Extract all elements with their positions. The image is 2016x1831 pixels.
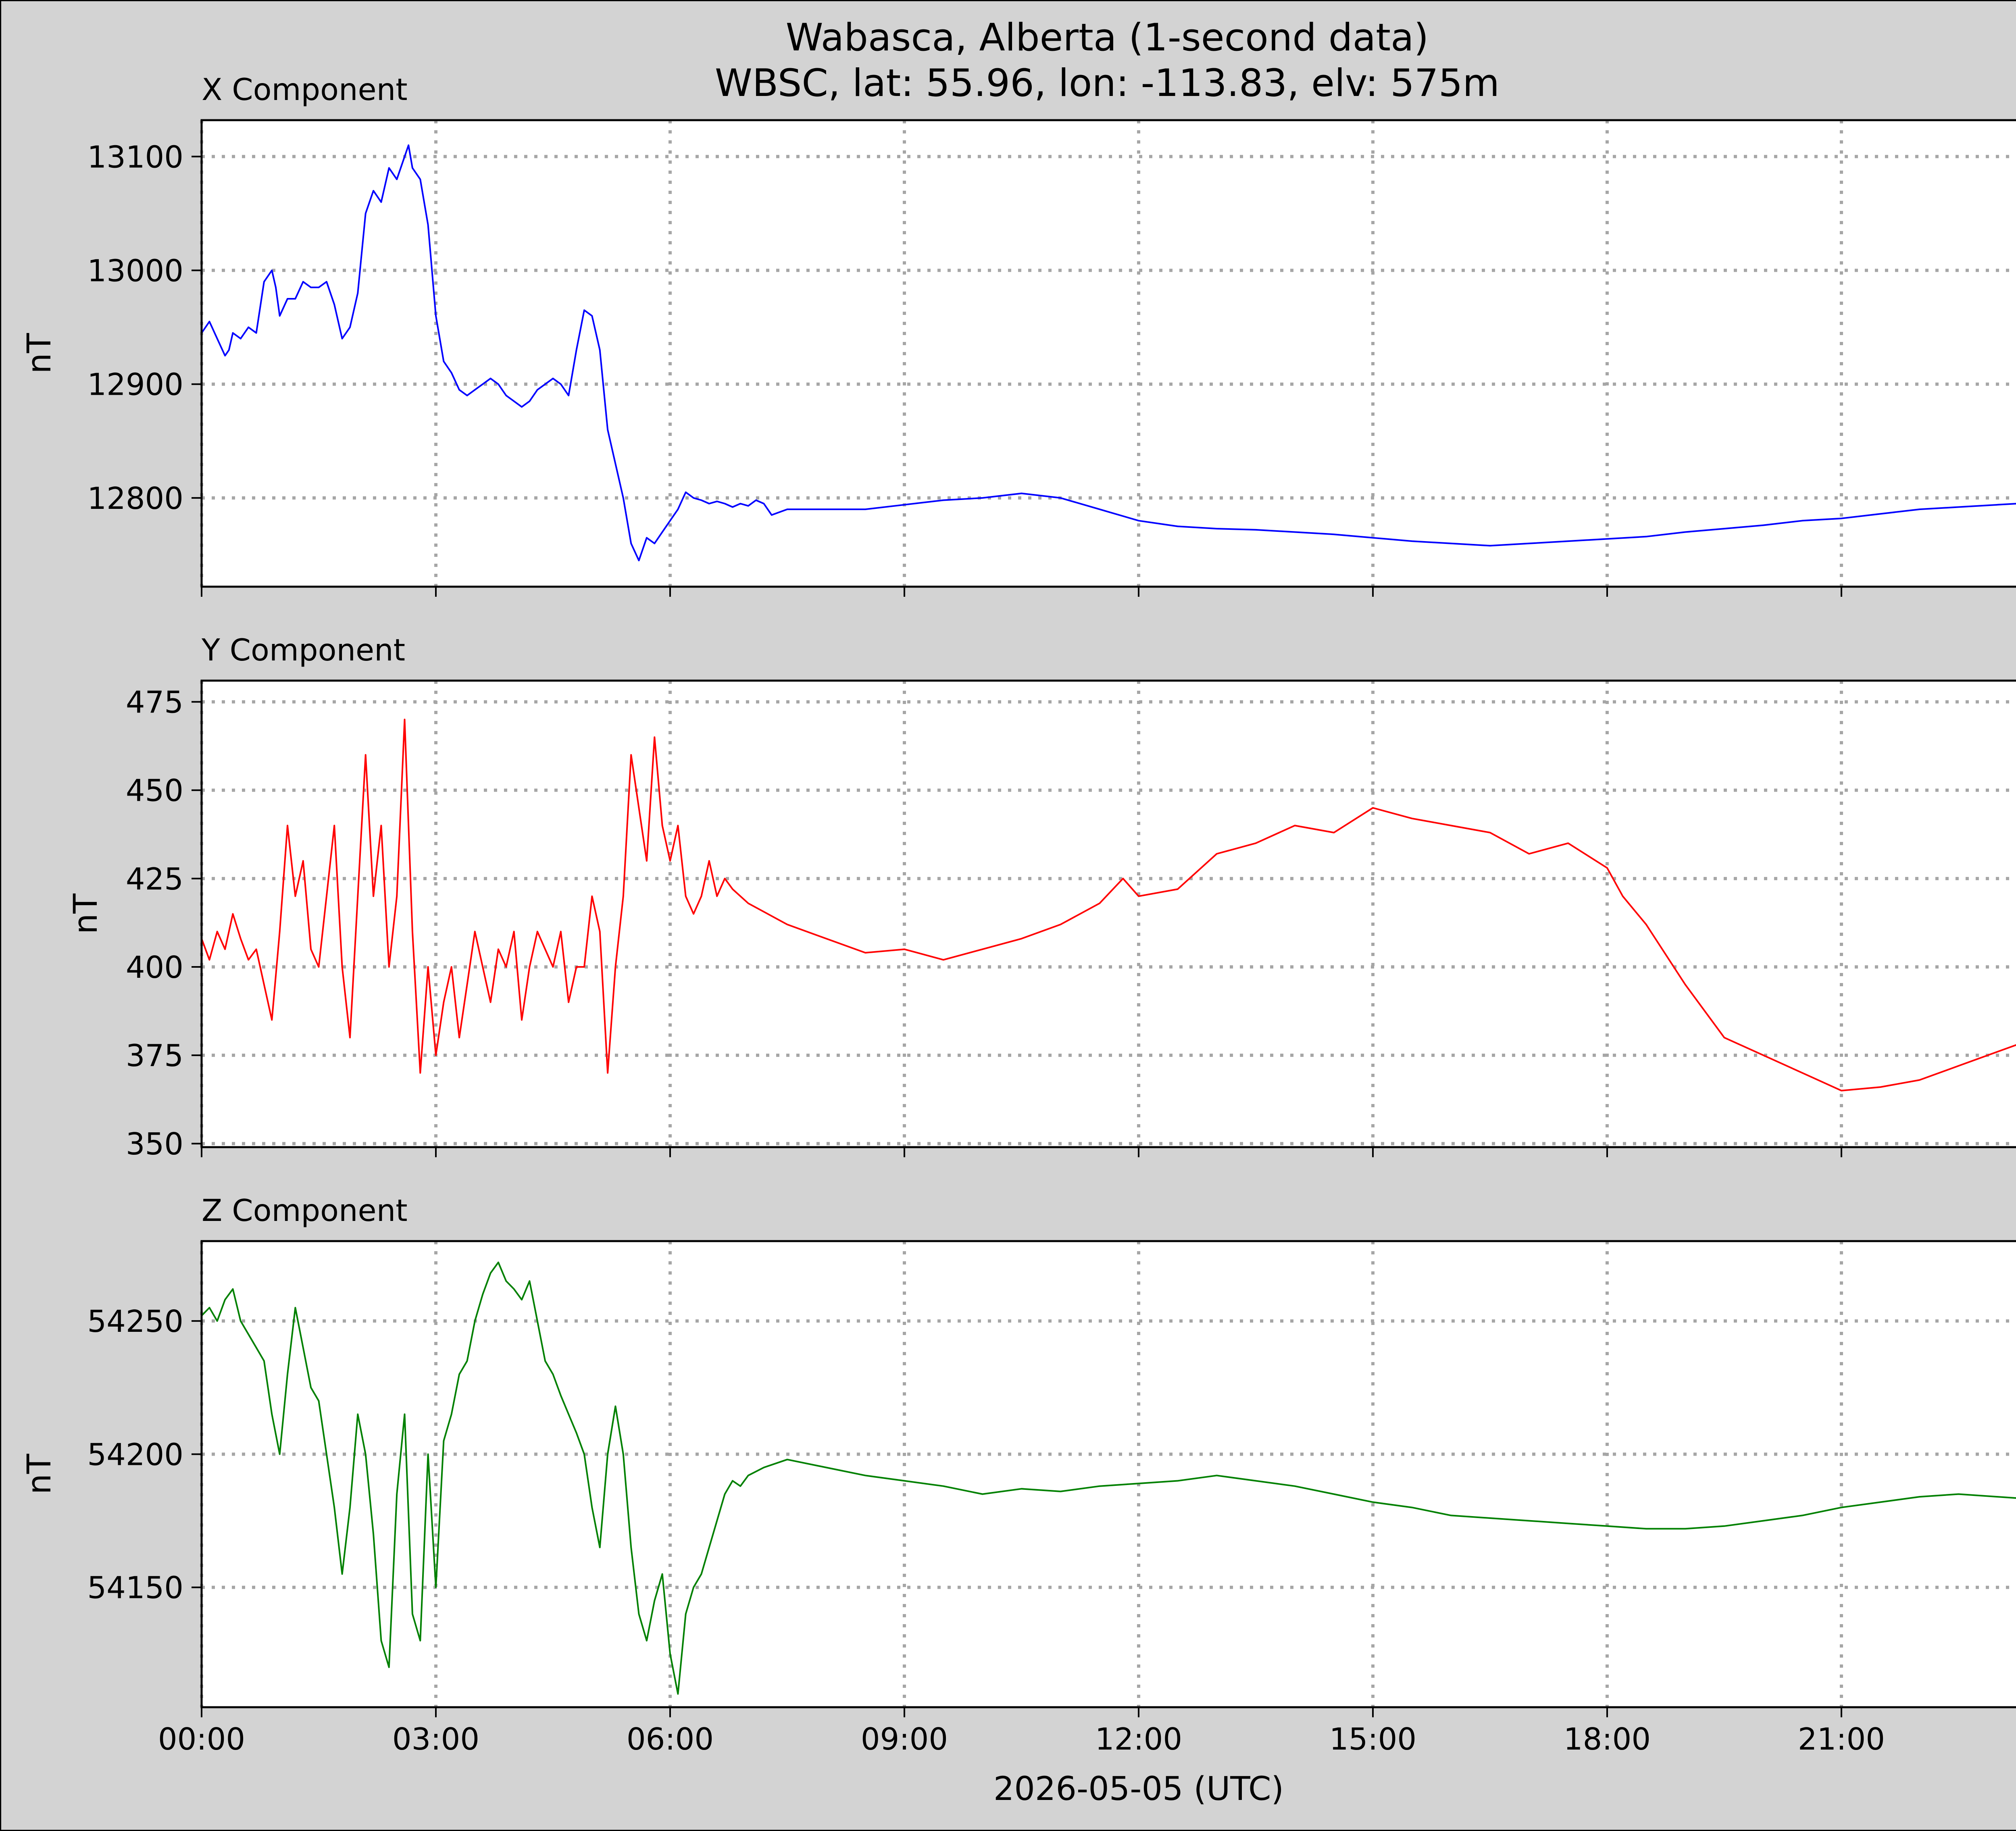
- figure-title-line1: Wabasca, Alberta (1-second data): [786, 16, 1429, 60]
- x-tick-label: 09:00: [861, 1721, 948, 1757]
- x-tick-label: 21:00: [1798, 1721, 1885, 1757]
- x-axis-label: 2026-05-05 (UTC): [993, 1770, 1284, 1808]
- y-tick-label: 425: [126, 861, 183, 897]
- plot-area: [202, 120, 2016, 587]
- x-tick-label: 15:00: [1329, 1721, 1416, 1757]
- panel-2: 54150 54200 54250 00:00 03:00 06:00 09:00 12:00…: [21, 1193, 2016, 1808]
- x-tick-label: 12:00: [1095, 1721, 1182, 1757]
- y-axis-label: nT: [21, 333, 58, 374]
- series-line: [201, 144, 2016, 562]
- y-tick-label: 54150: [87, 1570, 183, 1606]
- y-tick-label: 375: [126, 1038, 183, 1073]
- x-tick-label: 18:00: [1564, 1721, 1651, 1757]
- series-line: [201, 719, 2016, 1092]
- panel-title: Y Component: [201, 632, 405, 668]
- figure-title-line2: WBSC, lat: 55.96, lon: -113.83, elv: 575…: [715, 61, 1500, 105]
- panel-0: 12800 12900 13000 13100 X Component nT: [21, 72, 2016, 597]
- panel-title: Z Component: [202, 1193, 408, 1228]
- y-tick-label: 475: [126, 685, 183, 720]
- y-axis-label: nT: [21, 1454, 58, 1494]
- x-tick-label: 06:00: [627, 1721, 714, 1757]
- x-tick-label: 00:00: [158, 1721, 245, 1757]
- y-tick-label: 350: [126, 1126, 183, 1162]
- y-tick-label: 12900: [87, 367, 183, 402]
- panel-1: 350 375 400 425 450 475 Y Component nT: [67, 632, 2016, 1162]
- y-tick-label: 13100: [87, 139, 183, 175]
- x-tick-label: 03:00: [392, 1721, 479, 1757]
- y-tick-label: 400: [126, 950, 183, 985]
- series-line: [201, 1261, 2016, 1695]
- y-tick-label: 54250: [87, 1304, 183, 1339]
- plot-area: [202, 681, 2016, 1147]
- panel-title: X Component: [202, 72, 408, 107]
- y-axis-label: nT: [67, 894, 105, 934]
- y-tick-label: 12800: [87, 481, 183, 516]
- y-tick-label: 54200: [87, 1437, 183, 1472]
- panels: 12800 12900 13000 13100 X Component nT 350 375 4…: [21, 72, 2016, 1808]
- plot-area: [202, 1241, 2016, 1707]
- y-tick-label: 450: [126, 773, 183, 808]
- y-tick-label: 13000: [87, 253, 183, 288]
